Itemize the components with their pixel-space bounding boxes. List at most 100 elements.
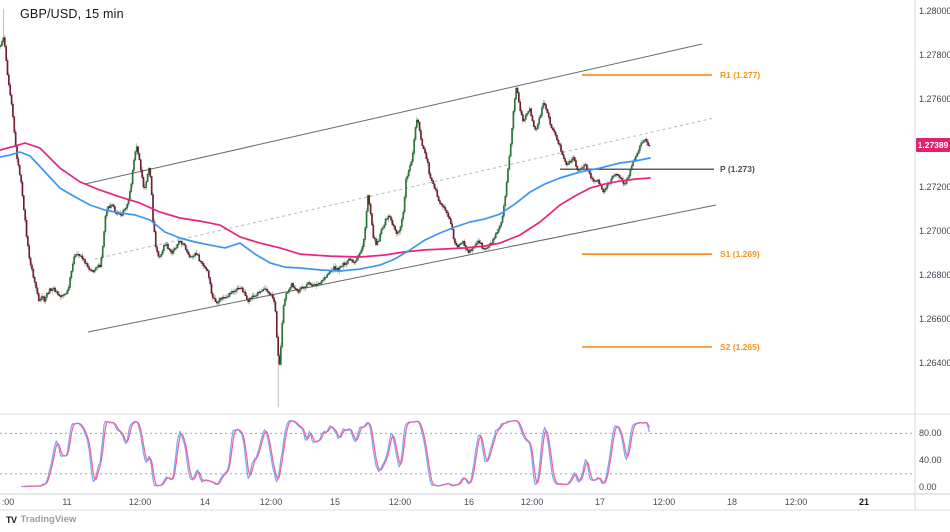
candle-body [69,277,71,288]
candle-body [595,180,598,182]
candle-body [228,293,230,297]
candle-body [193,255,195,257]
candle-body [371,213,373,226]
candle-body [148,167,150,175]
oscillator-axis-label: 40.00 [919,455,942,466]
candle-body [88,266,90,270]
price-axis-label: 1.26800 [919,270,950,280]
candle-body [178,240,180,245]
candle-body [179,240,182,243]
candle-body [281,322,284,347]
candle-body [5,45,7,61]
candle-body [92,270,94,273]
candle-body [149,167,152,177]
candle-body [508,156,511,170]
candle-body [592,178,595,182]
candle-body [611,175,614,179]
candle-body [445,210,448,214]
candle-body [221,297,224,300]
candle-body [580,167,583,170]
candle-body [233,291,236,293]
candle-body [322,279,324,281]
channel-lower-line[interactable] [87,204,717,333]
candle-body [395,229,398,234]
candle-body [615,174,618,176]
oscillator-axis-label: 80.00 [919,428,942,439]
candle-body [342,262,345,267]
candle-body [416,119,418,128]
candle-body [305,284,308,288]
candle-body [379,233,381,242]
candle-body [175,247,177,249]
candle-body [135,146,138,152]
candle-body [326,274,328,278]
candle-body [18,165,21,176]
candle-body [603,189,606,193]
moving-average-fast-line[interactable] [0,151,651,272]
candle-body [573,157,576,161]
candle-body [24,209,26,221]
candle-body [643,140,645,143]
candle-body [214,298,217,302]
candle-body [520,110,523,116]
candle-body [561,151,564,155]
candle-body [3,37,6,47]
candle-body [207,270,210,278]
channel-upper-line[interactable] [84,43,703,185]
candle-body [157,251,160,257]
time-axis-label: 14 [199,497,211,507]
candle-body [571,159,573,163]
tradingview-logo[interactable]: TV TradingView [6,514,76,525]
last-price-badge: 1.27389 [916,138,950,153]
tradingview-icon: TV [6,514,17,525]
candle-body [213,297,216,299]
candle-body [462,240,464,244]
channel-midline-dashed[interactable] [94,117,715,260]
candle-body [145,181,148,188]
price-axis-label: 1.26400 [919,358,950,368]
candle-body [67,287,70,291]
candle-body [499,225,501,230]
candle-body [450,218,452,225]
candle-body [515,87,517,100]
candle-body [86,263,89,268]
candle-body [89,269,92,271]
candle-body [443,206,445,208]
candle-body [348,258,350,262]
time-axis-label: 12:00 [259,497,283,507]
candle-body [47,292,50,295]
candle-body [584,164,587,166]
candle-body [630,165,633,170]
candle-body [126,204,128,209]
time-axis-label: 12:00 [520,497,544,507]
candle-body [494,233,497,239]
candle-body [171,251,173,254]
candle-body [524,114,527,120]
moving-average-slow-line[interactable] [0,142,651,258]
candle-body [455,242,458,246]
candle-body [154,231,157,247]
candle-body [85,263,88,265]
candle-body [271,294,274,299]
price-axis-label: 1.27600 [919,94,950,104]
candle-body [507,168,509,183]
candle-body [543,103,546,105]
stochastic-k-line [21,420,650,488]
candle-body [635,155,637,160]
candle-body [564,158,566,162]
candle-body [93,269,96,273]
candle-body [636,153,638,157]
candle-body [469,249,471,253]
candle-body [318,282,320,285]
candle-body [420,130,422,140]
candle-body [77,254,80,256]
candle-body [142,177,145,188]
candle-body [6,60,9,76]
candle-body [617,174,619,176]
pivot-label-p: P (1.273) [720,164,755,175]
candle-body [293,286,296,289]
candle-body [624,183,626,185]
candle-body [197,254,199,256]
candle-body [65,293,67,295]
